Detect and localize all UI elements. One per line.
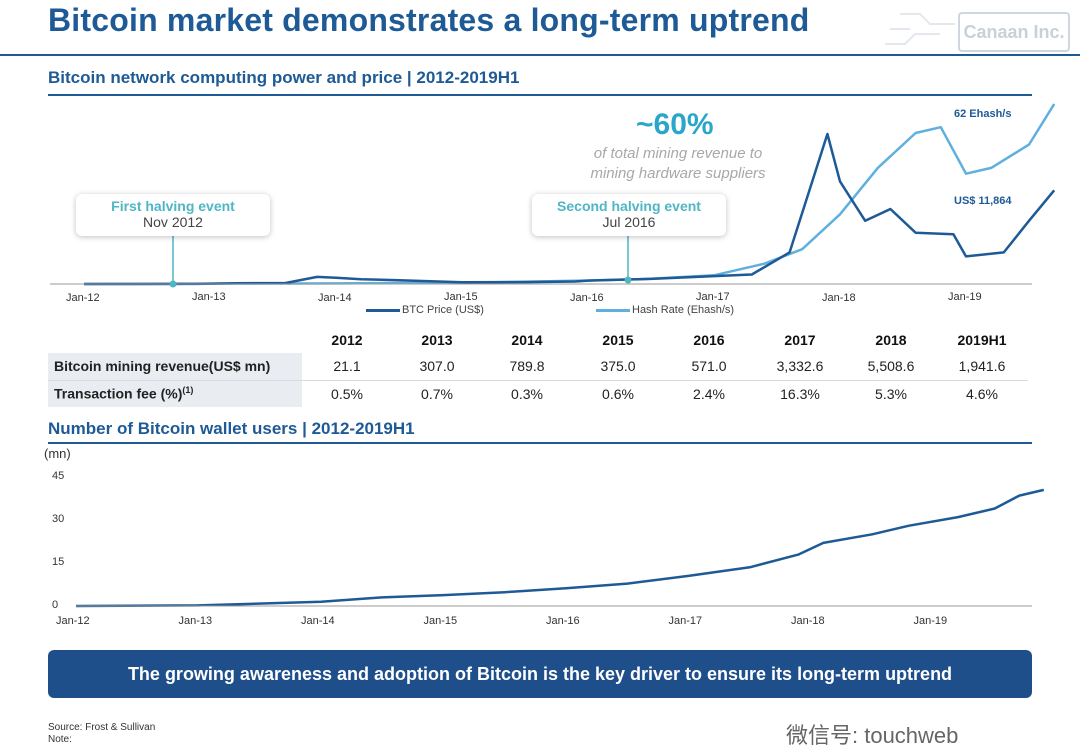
footer-notes: Source: Frost & Sullivan Note: <box>48 722 155 746</box>
hash-rate-end-label: 62 Ehash/s <box>954 108 1012 120</box>
top-x-tick: Jan-15 <box>444 291 478 303</box>
wallet-users-chart <box>75 488 1045 608</box>
key-driver-banner: The growing awareness and adoption of Bi… <box>48 650 1032 698</box>
table-cell: 0.3% <box>511 385 543 402</box>
hash-legend-label: Hash Rate (Ehash/s) <box>632 304 735 316</box>
bottom-x-tick: Jan-18 <box>791 615 825 627</box>
bottom-x-tick: Jan-14 <box>301 615 335 627</box>
table-cell: 307.0 <box>392 353 482 381</box>
wechat-watermark: 微信号: touchweb <box>786 723 959 748</box>
bottom-x-tick: Jan-19 <box>913 615 948 627</box>
top-x-tick: Jan-12 <box>66 292 100 304</box>
row-label: Bitcoin mining revenue(US$ mn) <box>48 353 302 381</box>
table-cell: 571.0 <box>664 353 754 381</box>
y-tick-label: 15 <box>52 556 65 568</box>
table-header: 2019H1 <box>957 331 1007 348</box>
legend-hash-rate: Hash Rate (Ehash/s) <box>596 304 734 316</box>
second-halving-callout: Second halving event Jul 2016 <box>532 194 726 236</box>
first-halving-callout: First halving event Nov 2012 <box>76 194 270 236</box>
y-tick-label: 0 <box>52 599 59 611</box>
table-cell: 789.8 <box>482 353 572 381</box>
y-tick-label: 45 <box>52 470 65 482</box>
footnote-marker: (1) <box>182 385 194 396</box>
top-x-tick: Jan-16 <box>570 292 604 304</box>
btc-price-end-label: US$ 11,864 <box>954 195 1012 207</box>
btc-price-line <box>84 132 1056 286</box>
table-cell: 375.0 <box>572 353 664 381</box>
table-header: 2014 <box>511 331 543 348</box>
bottom-chart-title: Number of Bitcoin wallet users | 2012-20… <box>48 419 415 438</box>
legend-btc-price: BTC Price (US$) <box>366 304 484 316</box>
table-cell: 0.7% <box>421 385 453 402</box>
table-cell: 5.3% <box>875 385 907 402</box>
bottom-x-tick: Jan-13 <box>178 615 213 627</box>
table-corner <box>48 326 302 353</box>
top-x-tick: Jan-19 <box>948 291 982 303</box>
bottom-x-tick: Jan-15 <box>423 615 458 627</box>
y-axis-unit: (mn) <box>44 446 71 461</box>
table-header: 2018 <box>875 331 907 348</box>
note-text: Note: <box>48 734 72 745</box>
bottom-chart-rule <box>48 442 1032 444</box>
second-halving-date: Jul 2016 <box>602 214 656 230</box>
first-halving-heading: First halving event <box>111 198 235 214</box>
title-divider <box>0 54 1080 56</box>
table-header: 2013 <box>421 331 453 348</box>
second-halving-dot <box>624 276 632 284</box>
second-halving-heading: Second halving event <box>557 198 701 214</box>
table-cell: 3,332.6 <box>754 353 846 381</box>
table-cell: 2.4% <box>693 385 725 402</box>
company-logo: Canaan Inc. <box>958 12 1070 52</box>
table-header: 2017 <box>784 331 816 348</box>
btc-price-hashrate-chart <box>50 103 1056 288</box>
table-cell: 1,941.6 <box>936 353 1028 381</box>
btc-legend-label: BTC Price (US$) <box>402 304 484 316</box>
bottom-x-tick: Jan-16 <box>546 615 580 627</box>
table-cell: 4.6% <box>966 385 998 402</box>
mining-revenue-share: ~60% <box>636 108 714 141</box>
table-cell: 0.5% <box>331 385 363 402</box>
circuit-decoration <box>885 13 955 45</box>
hash-legend-swatch <box>596 308 630 312</box>
source-text: Source: Frost & Sullivan <box>48 722 156 733</box>
top-x-tick: Jan-17 <box>696 291 730 303</box>
table-header: 2015 <box>602 331 634 348</box>
first-halving-dot <box>169 280 177 288</box>
page-title: Bitcoin market demonstrates a long-term … <box>48 2 810 38</box>
row-label: Transaction fee (%)(1) <box>48 380 302 407</box>
table-header-row: 2012 2013 2014 2015 2016 2017 2018 2019H… <box>48 326 1028 353</box>
table-cell: 21.1 <box>302 353 392 381</box>
first-halving-date: Nov 2012 <box>143 214 203 230</box>
top-x-tick: Jan-18 <box>822 292 856 304</box>
table-row: Bitcoin mining revenue(US$ mn) 21.1 307.… <box>48 353 1028 381</box>
top-x-tick: Jan-14 <box>318 292 352 304</box>
table-cell: 16.3% <box>780 385 820 402</box>
wallet-users-line <box>75 488 1045 608</box>
bottom-x-tick: Jan-12 <box>56 615 90 627</box>
row-label-text: Transaction fee (%) <box>54 386 183 403</box>
top-chart-title: Bitcoin network computing power and pric… <box>48 68 520 87</box>
mining-revenue-share-note: of total mining revenue to mining hardwa… <box>560 144 796 184</box>
y-tick-label: 30 <box>52 513 65 525</box>
bottom-x-tick: Jan-17 <box>668 615 703 627</box>
table-cell: 0.6% <box>602 385 634 402</box>
pct-note-line-1: of total mining revenue to <box>593 145 763 162</box>
table-header: 2016 <box>693 331 725 348</box>
top-chart-rule <box>48 94 1032 96</box>
top-x-tick: Jan-13 <box>192 291 226 303</box>
pct-note-line-2: mining hardware suppliers <box>590 165 766 182</box>
table-header: 2012 <box>331 331 363 348</box>
table-cell: 5,508.6 <box>846 353 936 381</box>
table-row: Transaction fee (%)(1) 0.5% 0.7% 0.3% 0.… <box>48 380 1028 407</box>
mining-stats-table: 2012 2013 2014 2015 2016 2017 2018 2019H… <box>48 326 1028 407</box>
btc-legend-swatch <box>366 308 400 312</box>
